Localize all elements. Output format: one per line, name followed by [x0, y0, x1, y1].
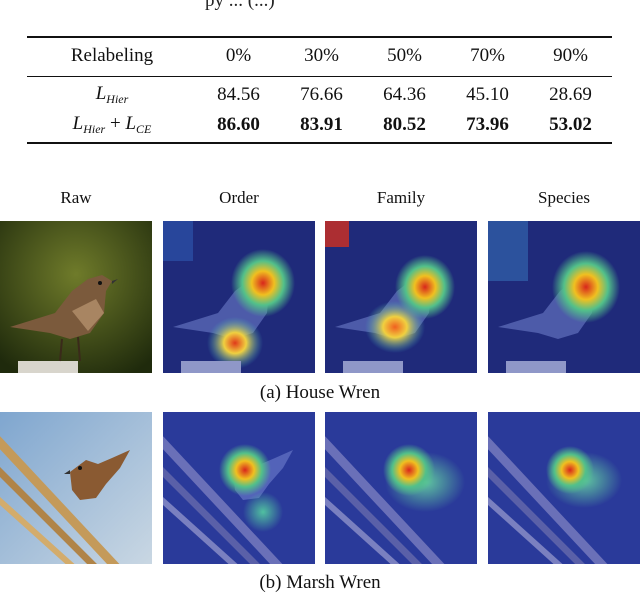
table-cell: 28.69 — [549, 84, 592, 105]
header-cell: 0% — [225, 45, 252, 66]
table-cell: 76.66 — [300, 84, 343, 105]
table-mid-rule — [27, 76, 612, 77]
row-label: LHier + LCE — [72, 113, 152, 136]
table-cell: 64.36 — [383, 84, 426, 105]
column-header-family: Family — [376, 188, 426, 207]
header-cell: 90% — [553, 45, 588, 66]
marsh-wren-raw-image — [0, 412, 152, 564]
table-cell: 45.10 — [466, 84, 509, 105]
caption-house-wren: (a) House Wren — [259, 382, 381, 403]
house-wren-order-heatmap — [163, 221, 315, 373]
marsh-wren-order-heatmap — [163, 412, 315, 564]
caption-marsh-wren: (b) Marsh Wren — [259, 572, 381, 593]
row-label: LHier — [95, 83, 129, 106]
table-bottom-rule — [27, 142, 612, 144]
marsh-wren-family-heatmap — [325, 412, 477, 564]
table-cell: 80.52 — [383, 114, 426, 135]
marsh-wren-species-heatmap — [488, 412, 640, 564]
table-header-row: Relabeling 0% 30% 50% 70% 90% — [27, 40, 612, 72]
table-cell: 73.96 — [466, 114, 509, 135]
house-wren-family-heatmap — [325, 221, 477, 373]
table-cell: 86.60 — [217, 114, 260, 135]
header-cell: 70% — [470, 45, 505, 66]
column-header-species: Species — [538, 188, 590, 207]
house-wren-raw-image — [0, 221, 152, 373]
house-wren-species-heatmap — [488, 221, 640, 373]
header-cell: Relabeling — [70, 45, 154, 66]
results-table: Relabeling 0% 30% 50% 70% 90% LHier 84.5… — [27, 40, 612, 140]
table-top-rule — [27, 36, 612, 38]
table-cell: 84.56 — [217, 84, 260, 105]
table-cell: 83.91 — [300, 114, 343, 135]
table-row: LHier 84.56 76.66 64.36 45.10 28.69 — [27, 80, 612, 110]
table-cell: 53.02 — [549, 114, 592, 135]
table-row: LHier + LCE 86.60 83.91 80.52 73.96 53.0… — [27, 110, 612, 140]
header-cell: 50% — [387, 45, 422, 66]
cropped-caption: py ... (...) — [205, 0, 275, 11]
column-header-order: Order — [219, 188, 259, 207]
header-cell: 30% — [304, 45, 339, 66]
column-header-raw: Raw — [60, 188, 92, 207]
